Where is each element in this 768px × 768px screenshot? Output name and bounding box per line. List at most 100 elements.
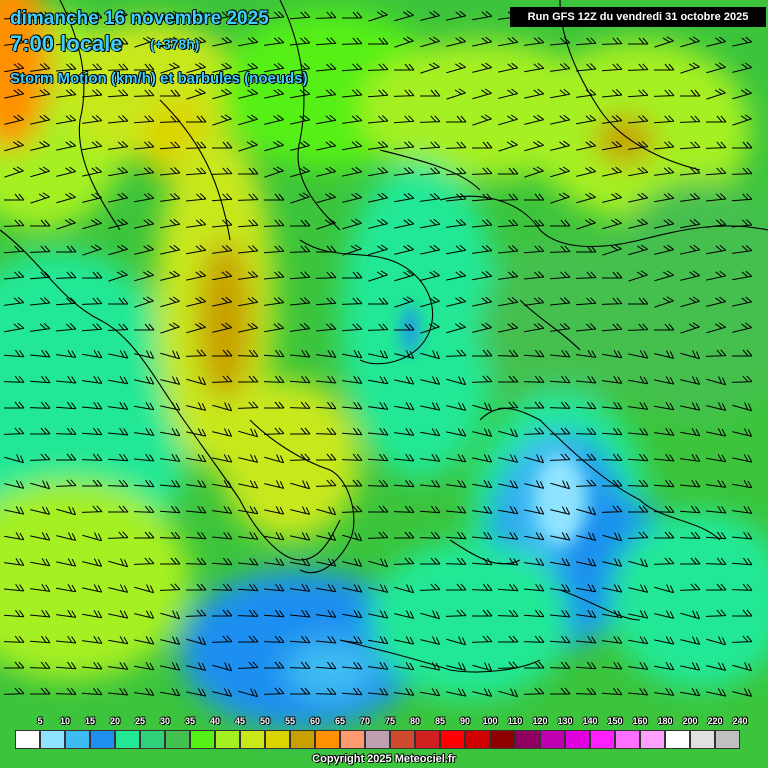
wind-barb — [290, 506, 311, 515]
wind-barb — [680, 402, 701, 411]
wind-barb — [134, 36, 154, 48]
wind-barb — [212, 244, 233, 254]
wind-barb — [706, 296, 726, 307]
wind-barb — [186, 115, 207, 123]
wind-barb — [394, 453, 415, 462]
wind-barb — [342, 375, 363, 384]
legend-label: 220 — [707, 716, 723, 726]
wind-barb — [185, 349, 207, 357]
wind-barb — [56, 88, 77, 98]
wind-barb — [394, 141, 415, 150]
legend-label: 180 — [657, 716, 673, 726]
wind-barb — [81, 453, 103, 461]
wind-barb — [160, 662, 181, 671]
wind-barb — [628, 584, 649, 593]
wind-barb — [679, 141, 701, 150]
wind-barb — [263, 427, 285, 435]
wind-barb — [264, 454, 285, 464]
wind-barb — [394, 402, 415, 411]
wind-barb — [393, 505, 415, 513]
wind-barb — [705, 557, 727, 565]
wind-barb — [446, 218, 467, 228]
wind-barb — [498, 140, 518, 152]
wind-barb — [680, 662, 701, 671]
wind-barb — [706, 454, 727, 463]
wind-barb — [524, 506, 545, 515]
wind-barb — [731, 557, 753, 566]
wind-barb — [3, 245, 25, 254]
wind-barb — [679, 531, 701, 539]
wind-barb — [30, 609, 51, 618]
wind-barb — [602, 661, 623, 670]
legend-label: 85 — [434, 716, 445, 726]
wind-barb — [342, 192, 362, 203]
wind-barb — [524, 88, 545, 99]
wind-barb — [238, 296, 259, 307]
wind-barb — [550, 506, 571, 515]
wind-barb — [212, 114, 232, 126]
legend-swatch — [165, 730, 190, 749]
wind-barb — [394, 662, 415, 671]
wind-barb — [446, 36, 466, 47]
wind-barb — [160, 453, 181, 462]
wind-barb — [732, 62, 752, 73]
wind-barb — [30, 532, 51, 541]
wind-barb — [82, 375, 103, 384]
wind-barb — [315, 661, 337, 670]
wind-barb — [108, 401, 129, 410]
wind-barb — [420, 322, 440, 334]
wind-barb — [602, 271, 623, 279]
wind-barb — [4, 583, 25, 592]
legend-label: 140 — [582, 716, 598, 726]
wind-barb — [498, 296, 519, 307]
wind-barb — [576, 532, 597, 541]
legend-swatch — [565, 730, 590, 749]
wind-barb — [367, 453, 389, 462]
wind-barb — [393, 115, 415, 124]
wind-barb — [446, 193, 467, 202]
wind-barb — [602, 89, 623, 98]
wind-barb — [212, 531, 233, 540]
wind-barb — [290, 480, 311, 490]
wind-barb — [602, 558, 623, 567]
wind-barb — [497, 193, 519, 201]
legend-label: 5 — [37, 716, 43, 726]
wind-barb — [238, 480, 259, 489]
wind-barb — [316, 114, 337, 125]
wind-barb — [211, 557, 233, 566]
wind-barb — [446, 428, 467, 437]
wind-barb — [732, 428, 753, 437]
wind-barb — [29, 375, 51, 384]
wind-barb — [498, 688, 519, 698]
wind-barb — [4, 661, 25, 669]
wind-barb — [420, 350, 441, 360]
wind-barb — [30, 687, 51, 695]
wind-barb — [4, 36, 25, 46]
wind-barb — [576, 63, 597, 72]
wind-barb — [316, 349, 337, 358]
wind-barb — [341, 687, 363, 696]
wind-barb — [368, 376, 389, 385]
wind-barb — [82, 192, 102, 203]
wind-barb — [82, 661, 103, 670]
wind-barb — [524, 62, 545, 73]
wind-barb — [160, 428, 181, 437]
wind-barb — [82, 218, 102, 230]
wind-barb — [342, 661, 363, 670]
wind-barb — [732, 36, 753, 47]
wind-barb — [732, 219, 753, 228]
legend-swatch — [315, 730, 340, 749]
wind-barb — [705, 609, 727, 617]
legend-label: 70 — [359, 716, 370, 726]
wind-barb — [524, 480, 545, 489]
wind-barb — [654, 36, 674, 48]
wind-barb — [524, 296, 545, 306]
wind-barb — [30, 219, 51, 227]
wind-barb — [549, 375, 571, 384]
wind-barb — [602, 218, 622, 230]
wind-barb — [29, 453, 51, 461]
wind-barb — [550, 297, 571, 306]
wind-barb — [56, 218, 76, 230]
wind-barb — [602, 610, 623, 619]
legend-label: 20 — [109, 716, 120, 726]
